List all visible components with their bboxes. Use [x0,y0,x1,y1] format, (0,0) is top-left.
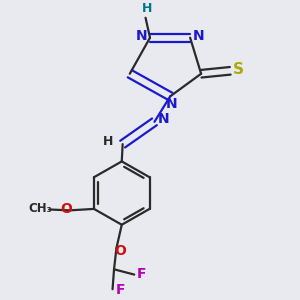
Text: O: O [114,244,126,258]
Text: O: O [61,202,73,217]
Text: F: F [116,283,126,297]
Text: N: N [193,29,204,43]
Text: N: N [158,112,169,127]
Text: N: N [136,29,148,43]
Text: CH₃: CH₃ [28,202,52,215]
Text: N: N [166,97,178,111]
Text: H: H [142,2,152,15]
Text: F: F [137,267,146,281]
Text: H: H [103,135,114,148]
Text: S: S [233,62,244,77]
